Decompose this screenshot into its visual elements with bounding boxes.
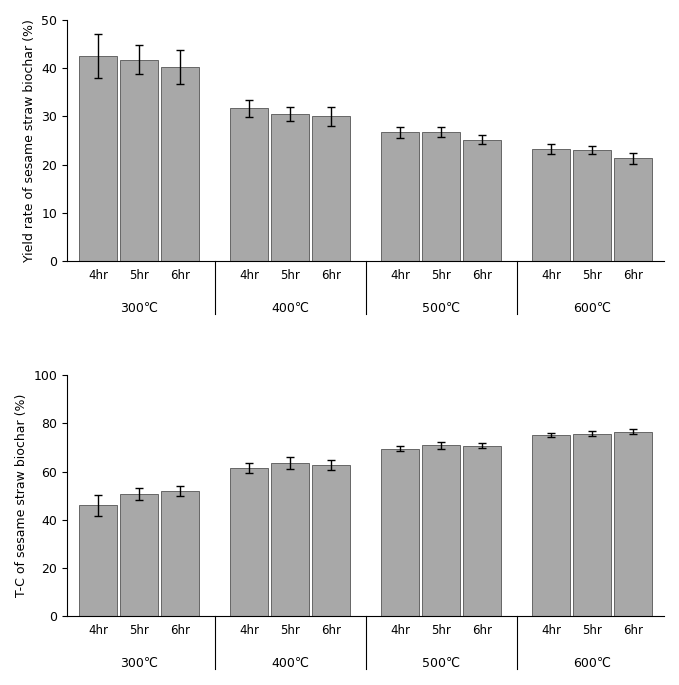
Text: 500℃: 500℃ [422, 302, 460, 315]
Bar [422, 445, 460, 616]
Bar [381, 132, 419, 261]
Text: 400℃: 400℃ [271, 302, 309, 315]
Text: 600℃: 600℃ [573, 657, 611, 670]
Text: 300℃: 300℃ [120, 657, 158, 670]
Bar [79, 506, 117, 616]
Bar [120, 60, 158, 261]
Bar [381, 449, 419, 616]
Text: 600℃: 600℃ [573, 302, 611, 315]
Bar [271, 463, 310, 616]
Bar [120, 494, 158, 616]
Bar [532, 149, 570, 261]
Text: 400℃: 400℃ [271, 657, 309, 670]
Text: 300℃: 300℃ [120, 302, 158, 315]
Bar [573, 434, 611, 616]
Bar [271, 114, 310, 261]
Bar [614, 432, 653, 616]
Bar [312, 465, 350, 616]
Bar [312, 116, 350, 261]
Bar [614, 158, 653, 261]
Bar [422, 132, 460, 261]
Y-axis label: Yield rate of sesame straw biochar (%): Yield rate of sesame straw biochar (%) [23, 19, 36, 262]
Bar [161, 67, 200, 261]
Text: 500℃: 500℃ [422, 657, 460, 670]
Bar [463, 446, 502, 616]
Bar [230, 468, 268, 616]
Bar [79, 56, 117, 261]
Bar [532, 435, 570, 616]
Y-axis label: T-C of sesame straw biochar (%): T-C of sesame straw biochar (%) [15, 394, 28, 597]
Bar [463, 140, 502, 261]
Bar [230, 108, 268, 261]
Bar [573, 150, 611, 261]
Bar [161, 491, 200, 616]
